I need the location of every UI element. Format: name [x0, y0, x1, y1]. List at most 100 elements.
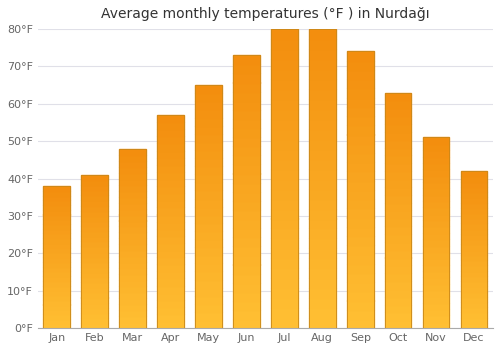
Bar	[82, 201, 108, 205]
Bar	[44, 323, 70, 328]
Bar	[461, 255, 487, 260]
Bar	[461, 292, 487, 297]
Bar	[271, 59, 297, 69]
Bar	[195, 118, 222, 126]
Bar	[347, 107, 374, 116]
Bar	[158, 257, 184, 264]
Bar	[385, 187, 411, 195]
Bar	[271, 308, 297, 318]
Bar	[195, 247, 222, 255]
Bar	[82, 282, 108, 287]
Bar	[385, 203, 411, 210]
Bar	[120, 310, 146, 316]
Bar	[461, 271, 487, 276]
Bar	[309, 198, 336, 209]
Bar	[120, 268, 146, 274]
Bar	[158, 229, 184, 236]
Bar	[233, 246, 260, 256]
Bar	[271, 278, 297, 288]
Bar	[385, 93, 411, 100]
Bar	[195, 304, 222, 312]
Bar	[309, 129, 336, 139]
Bar	[385, 116, 411, 124]
Bar	[82, 308, 108, 313]
Bar	[44, 319, 70, 323]
Bar	[233, 228, 260, 237]
Bar	[309, 29, 336, 39]
Bar	[44, 205, 70, 210]
Bar	[347, 273, 374, 282]
Bar	[271, 268, 297, 278]
Bar	[385, 226, 411, 234]
Bar	[309, 189, 336, 198]
Bar	[158, 115, 184, 328]
Bar	[82, 252, 108, 257]
Bar	[385, 304, 411, 313]
Bar	[82, 277, 108, 282]
Bar	[82, 318, 108, 323]
Bar	[385, 179, 411, 187]
Bar	[347, 227, 374, 236]
Bar	[82, 257, 108, 262]
Bar	[233, 128, 260, 137]
Bar	[347, 51, 374, 61]
Bar	[44, 314, 70, 319]
Bar	[233, 292, 260, 301]
Bar	[423, 150, 450, 156]
Bar	[158, 172, 184, 179]
Bar	[385, 93, 411, 328]
Bar	[120, 304, 146, 310]
Bar	[44, 262, 70, 267]
Bar	[233, 64, 260, 74]
Bar	[233, 265, 260, 274]
Bar	[120, 256, 146, 262]
Bar	[44, 267, 70, 271]
Bar	[233, 301, 260, 310]
Bar	[423, 303, 450, 309]
Bar	[44, 200, 70, 205]
Bar	[423, 163, 450, 169]
Bar	[44, 309, 70, 314]
Bar	[423, 169, 450, 176]
Bar	[385, 171, 411, 179]
Bar	[44, 219, 70, 224]
Bar	[309, 268, 336, 278]
Bar	[120, 190, 146, 197]
Bar	[271, 49, 297, 59]
Bar	[82, 298, 108, 303]
Bar	[271, 218, 297, 229]
Bar	[461, 218, 487, 224]
Bar	[347, 319, 374, 328]
Bar	[195, 198, 222, 206]
Bar	[195, 320, 222, 328]
Bar	[158, 250, 184, 257]
Bar	[195, 166, 222, 174]
Bar	[195, 312, 222, 320]
Bar	[233, 274, 260, 283]
Bar	[309, 79, 336, 89]
Bar	[120, 298, 146, 304]
Bar	[423, 220, 450, 226]
Bar	[44, 215, 70, 219]
Bar	[309, 209, 336, 218]
Bar	[309, 178, 336, 189]
Bar	[271, 39, 297, 49]
Bar	[423, 226, 450, 233]
Bar	[44, 281, 70, 286]
Bar	[423, 245, 450, 252]
Title: Average monthly temperatures (°F ) in Nurdağı: Average monthly temperatures (°F ) in Nu…	[101, 7, 430, 21]
Bar	[120, 292, 146, 298]
Bar	[271, 178, 297, 189]
Bar	[309, 159, 336, 169]
Bar	[271, 139, 297, 149]
Bar	[347, 98, 374, 107]
Bar	[461, 307, 487, 313]
Bar	[195, 280, 222, 288]
Bar	[195, 142, 222, 150]
Bar	[195, 174, 222, 182]
Bar	[44, 257, 70, 262]
Bar	[195, 134, 222, 142]
Bar	[44, 286, 70, 290]
Bar	[423, 188, 450, 195]
Bar	[309, 49, 336, 59]
